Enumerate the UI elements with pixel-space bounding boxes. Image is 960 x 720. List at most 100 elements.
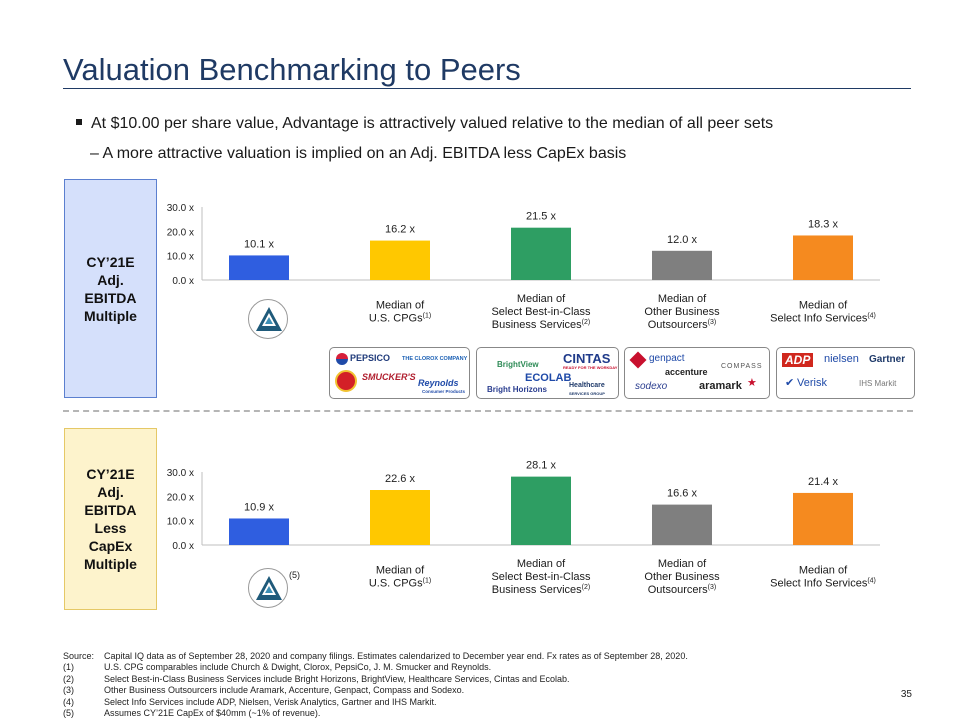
footnote-key: Source: bbox=[63, 651, 95, 661]
y-tick-label: 0.0 x bbox=[172, 541, 194, 552]
title-rule bbox=[63, 88, 911, 89]
y-tick-label: 0.0 x bbox=[172, 276, 194, 287]
category-label: Select Info Services(4) bbox=[770, 313, 876, 325]
footnote-superscript: (1) bbox=[423, 313, 432, 320]
bar-value-label: 21.4 x bbox=[808, 476, 838, 488]
bullet-1: At $10.00 per share value, Advantage is … bbox=[76, 115, 773, 133]
category-label: Outsourcers(3) bbox=[648, 584, 716, 596]
footnote-text: Select Best-in-Class Business Services i… bbox=[104, 673, 570, 684]
bar-value-label: 22.6 x bbox=[385, 473, 415, 485]
footnote-row: (4) Select Info Services include ADP, Nie… bbox=[63, 697, 688, 708]
bar-value-label: 12.0 x bbox=[667, 234, 697, 246]
bar bbox=[229, 518, 289, 545]
pepsico-icon bbox=[336, 353, 348, 365]
y-tick-label: 10.0 x bbox=[167, 252, 194, 263]
footnote-key: (1) bbox=[63, 662, 74, 673]
section-label-line: EBITDA bbox=[84, 289, 137, 306]
category-label: Select Info Services(4) bbox=[770, 578, 876, 590]
advantage-triangle-icon bbox=[256, 576, 282, 600]
logo-bright-horizons: Bright Horizons bbox=[487, 385, 547, 394]
cpg-logos-panel: PEPSICO THE CLOROX COMPANY SMUCKER'S Rey… bbox=[329, 347, 470, 399]
bar bbox=[370, 240, 430, 280]
logo-sodexo: sodexo bbox=[635, 381, 668, 392]
section-label-line: CapEx bbox=[88, 538, 133, 554]
logo-healthcare-sub: SERVICES GROUP bbox=[569, 391, 605, 396]
advantage-triangle-icon bbox=[256, 307, 282, 331]
info-services-logos-panel: ADP nielsen Gartner ✔ Verisk IHS Markit bbox=[776, 347, 915, 399]
category-label: Median of bbox=[799, 565, 848, 577]
capex-footnote-marker: (5) bbox=[289, 570, 300, 580]
logo-verisk: Verisk bbox=[797, 377, 827, 389]
section-label-line: Multiple bbox=[84, 556, 137, 572]
footnote-text: Assumes CY’21E CapEx of $40mm (~1% of re… bbox=[104, 708, 321, 719]
footnote-text: Capital IQ data as of September 28, 2020… bbox=[104, 651, 688, 661]
category-label: Median of bbox=[517, 558, 566, 570]
bullet-1-text: At $10.00 per share value, Advantage is … bbox=[91, 115, 774, 132]
bar bbox=[511, 227, 571, 280]
footnote-key: (5) bbox=[63, 708, 74, 719]
bar bbox=[793, 235, 853, 280]
bar bbox=[652, 504, 712, 545]
category-label: Median of bbox=[799, 300, 848, 312]
footnote-key: (2) bbox=[63, 673, 74, 684]
logo-ecolab: ECOLAB bbox=[525, 372, 572, 384]
logo-reynolds: Reynolds bbox=[418, 378, 459, 388]
footnote-key: (4) bbox=[63, 696, 74, 707]
y-tick-label: 30.0 x bbox=[167, 468, 194, 479]
footnote-superscript: (2) bbox=[582, 319, 591, 326]
bar-value-label: 10.9 x bbox=[244, 501, 274, 513]
aramark-star-icon: ★ bbox=[747, 377, 757, 389]
category-label: Outsourcers(3) bbox=[648, 319, 716, 331]
footnote-superscript: (2) bbox=[582, 584, 591, 591]
bar bbox=[652, 250, 712, 280]
category-label: Median of bbox=[376, 565, 425, 577]
y-tick-label: 20.0 x bbox=[167, 492, 194, 503]
footnote-row: Source: Capital IQ data as of September 2… bbox=[63, 651, 688, 662]
category-label: U.S. CPGs(1) bbox=[369, 578, 431, 590]
bar bbox=[370, 490, 430, 545]
section-label-line: CY’21E bbox=[86, 253, 135, 270]
logo-cintas: CINTAS bbox=[563, 351, 611, 366]
category-label: Median of bbox=[517, 293, 566, 305]
bar-value-label: 10.1 x bbox=[244, 238, 274, 250]
logo-brightview: BrightView bbox=[497, 360, 539, 369]
bar-value-label: 28.1 x bbox=[526, 460, 556, 472]
footnote-superscript: (3) bbox=[708, 319, 717, 326]
section-label-line: EBITDA bbox=[84, 502, 137, 518]
logo-adp: ADP bbox=[782, 353, 814, 367]
section-label-line: Adj. bbox=[97, 271, 124, 288]
logo-reynolds-sub: Consumer Products bbox=[422, 389, 466, 394]
logo-gartner: Gartner bbox=[869, 354, 906, 365]
logo-healthcare: Healthcare bbox=[569, 382, 605, 389]
genpact-icon bbox=[629, 351, 647, 369]
bullet-2: – A more attractive valuation is implied… bbox=[90, 145, 627, 162]
category-label: Other Business bbox=[644, 571, 720, 583]
bar-value-label: 18.3 x bbox=[808, 218, 838, 230]
category-label: Median of bbox=[658, 558, 707, 570]
category-label: Median of bbox=[658, 293, 707, 305]
y-tick-label: 30.0 x bbox=[167, 203, 194, 214]
bar-value-label: 21.5 x bbox=[526, 211, 556, 223]
section-label-ebitda-less-capex: CY’21E Adj. EBITDA Less CapEx Multiple bbox=[64, 428, 157, 610]
category-label: Business Services(2) bbox=[492, 319, 590, 331]
ebitda-multiple-chart: 0.0 x 10.0 x 20.0 x 30.0 x 10.1 x 16.2 x 21.5 … bbox=[167, 203, 880, 331]
section-divider bbox=[63, 410, 913, 412]
footnote-row: (2) Select Best-in-Class Business Service… bbox=[63, 674, 688, 685]
footnote-row: (3) Other Business Outsourcers include Ar… bbox=[63, 685, 688, 696]
logo-clorox: THE CLOROX COMPANY bbox=[402, 356, 468, 362]
footnote-text: Select Info Services include ADP, Nielse… bbox=[104, 696, 437, 707]
advantage-logo bbox=[248, 299, 288, 339]
footnote-superscript: (4) bbox=[867, 578, 876, 585]
page-title: Valuation Benchmarking to Peers bbox=[63, 52, 521, 87]
logo-compass: COMPASS bbox=[721, 363, 763, 370]
footnote-text: U.S. CPG comparables include Church & Dw… bbox=[104, 662, 492, 673]
category-label: Business Services(2) bbox=[492, 584, 590, 596]
category-label: Select Best-in-Class bbox=[491, 571, 591, 583]
logo-ihs-markit: IHS Markit bbox=[859, 379, 897, 388]
footnote-superscript: (4) bbox=[867, 313, 876, 320]
category-label: U.S. CPGs(1) bbox=[369, 313, 431, 325]
ebitda-less-capex-chart: 0.0 x 10.0 x 20.0 x 30.0 x 10.9 x 22.6 x 28.1 … bbox=[167, 460, 880, 596]
category-label: Other Business bbox=[644, 306, 720, 318]
footnote-superscript: (3) bbox=[708, 584, 717, 591]
y-tick-label: 10.0 x bbox=[167, 517, 194, 528]
